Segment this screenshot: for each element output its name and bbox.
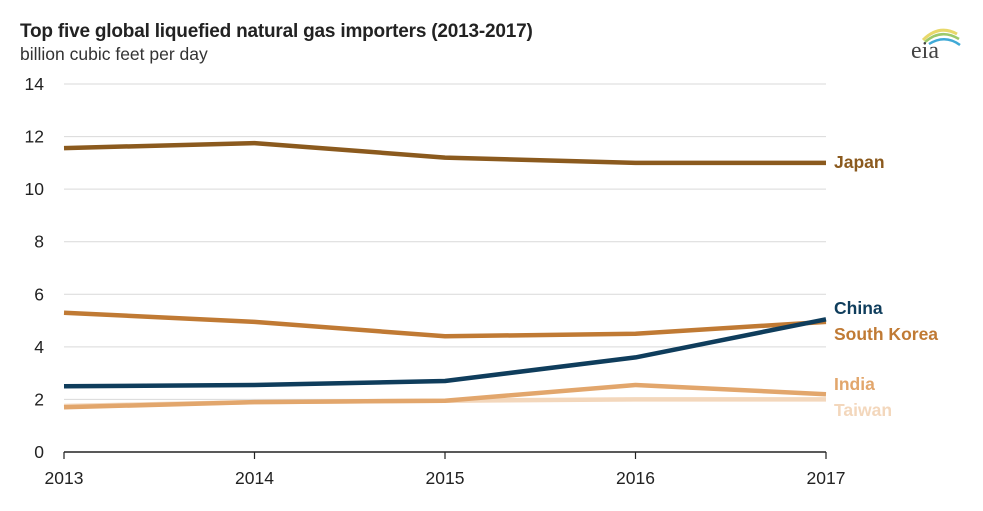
x-tick-label: 2015 xyxy=(426,468,465,488)
y-tick-label: 4 xyxy=(34,337,44,357)
series-label-japan: Japan xyxy=(834,152,885,172)
x-tick-label: 2014 xyxy=(235,468,274,488)
series-line-india xyxy=(63,382,827,410)
series-label-india: India xyxy=(834,374,875,394)
logo-arc-blue xyxy=(928,38,961,47)
y-tick-label: 6 xyxy=(34,284,44,304)
chart-title: Top five global liquefied natural gas im… xyxy=(20,21,533,42)
y-axis-unit-label: billion cubic feet per day xyxy=(20,44,208,64)
eia-logo: eia xyxy=(905,20,965,65)
x-tick-label: 2017 xyxy=(807,468,846,488)
y-tick-label: 2 xyxy=(34,389,44,409)
logo-arc-green xyxy=(924,33,960,43)
y-tick-label: 8 xyxy=(34,232,44,252)
series-label-china: China xyxy=(834,298,883,318)
logo-arc-yellow xyxy=(921,28,958,42)
series-label-south-korea: South Korea xyxy=(834,324,938,344)
series-line-japan xyxy=(63,140,826,166)
series-line-south-korea xyxy=(63,310,827,339)
series-line-china xyxy=(63,317,827,389)
x-tick-label: 2013 xyxy=(45,468,84,488)
y-tick-label: 12 xyxy=(25,127,44,147)
series-label-taiwan: Taiwan xyxy=(834,400,892,420)
x-tick-label: 2016 xyxy=(616,468,655,488)
y-tick-label: 10 xyxy=(25,179,45,199)
y-tick-label: 0 xyxy=(34,442,44,462)
logo-text: eia xyxy=(911,38,939,64)
y-tick-label: 14 xyxy=(25,74,45,94)
